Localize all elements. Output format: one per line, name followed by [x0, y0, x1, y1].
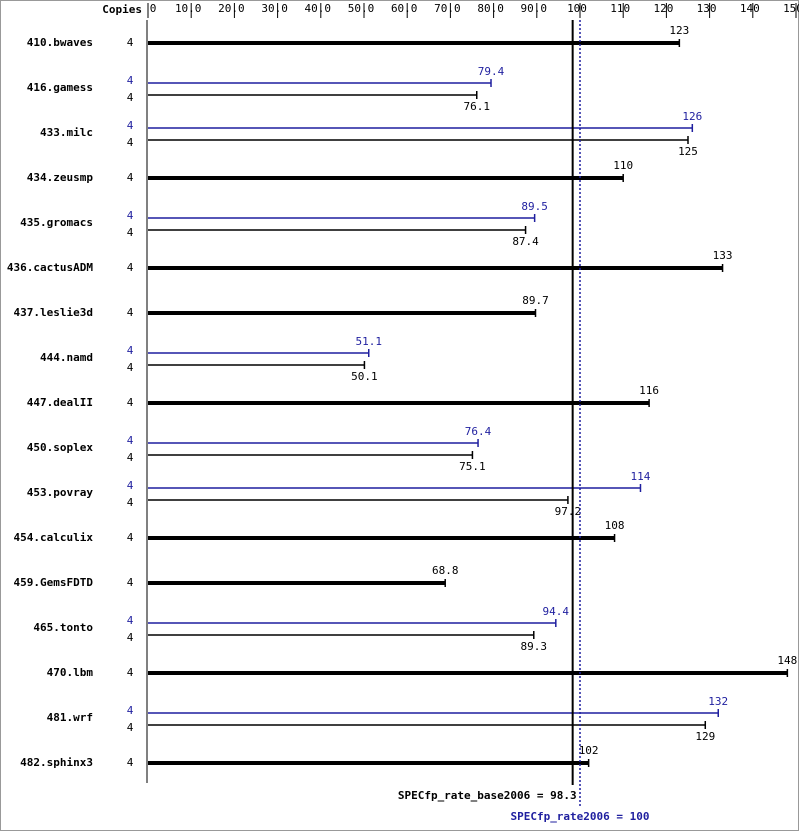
value-label: 148: [777, 654, 797, 667]
copies-label: 4: [127, 91, 134, 104]
value-label: 132: [708, 695, 728, 708]
category-label: 435.gromacs: [20, 216, 93, 229]
value-label: 116: [639, 384, 659, 397]
copies-label: 4: [127, 434, 134, 447]
copies-label: 4: [127, 306, 134, 319]
category-label: 481.wrf: [47, 711, 93, 724]
category-label: 450.soplex: [27, 441, 94, 454]
value-label: 108: [605, 519, 625, 532]
value-label: 125: [678, 145, 698, 158]
copies-label: 4: [127, 631, 134, 644]
category-label: 465.tonto: [33, 621, 93, 634]
x-tick-label: 20.0: [218, 2, 245, 15]
value-label: 97.2: [555, 505, 582, 518]
copies-header: Copies: [102, 3, 142, 16]
copies-label: 4: [127, 721, 134, 734]
copies-label: 4: [127, 119, 134, 132]
copies-label: 4: [127, 171, 134, 184]
copies-label: 4: [127, 531, 134, 544]
x-tick-label: 80.0: [477, 2, 504, 15]
copies-label: 4: [127, 136, 134, 149]
category-label: 470.lbm: [47, 666, 94, 679]
value-label: 89.7: [522, 294, 549, 307]
category-label: 436.cactusADM: [7, 261, 93, 274]
x-tick-label: 140: [740, 2, 760, 15]
x-tick-label: 70.0: [434, 2, 461, 15]
copies-label: 4: [127, 344, 134, 357]
value-label: 76.1: [464, 100, 491, 113]
value-label: 76.4: [465, 425, 492, 438]
value-label: 68.8: [432, 564, 459, 577]
category-label: 482.sphinx3: [20, 756, 93, 769]
copies-label: 4: [127, 666, 134, 679]
copies-label: 4: [127, 396, 134, 409]
x-tick-label: 0: [150, 2, 157, 15]
category-label: 437.leslie3d: [14, 306, 93, 319]
x-tick-label: 30.0: [261, 2, 288, 15]
copies-label: 4: [127, 209, 134, 222]
value-label: 126: [682, 110, 702, 123]
copies-label: 4: [127, 36, 134, 49]
copies-label: 4: [127, 74, 134, 87]
category-label: 434.zeusmp: [27, 171, 94, 184]
copies-label: 4: [127, 361, 134, 374]
copies-label: 4: [127, 576, 134, 589]
x-tick-label: 150: [783, 2, 799, 15]
copies-label: 4: [127, 496, 134, 509]
value-label: 110: [613, 159, 633, 172]
value-label: 114: [631, 470, 651, 483]
copies-label: 4: [127, 261, 134, 274]
x-tick-label: 120: [653, 2, 673, 15]
value-label: 129: [695, 730, 715, 743]
category-label: 444.namd: [40, 351, 93, 364]
x-tick-label: 40.0: [305, 2, 332, 15]
x-tick-label: 90.0: [521, 2, 548, 15]
x-tick-label: 110: [610, 2, 630, 15]
category-label: 416.gamess: [27, 81, 93, 94]
x-tick-label: 100: [567, 2, 587, 15]
value-label: 75.1: [459, 460, 486, 473]
value-label: 50.1: [351, 370, 378, 383]
reference-label: SPECfp_rate2006 = 100: [510, 810, 649, 823]
reference-label: SPECfp_rate_base2006 = 98.3: [398, 789, 577, 802]
x-tick-label: 60.0: [391, 2, 418, 15]
value-label: 51.1: [356, 335, 383, 348]
category-label: 453.povray: [27, 486, 94, 499]
x-tick-label: 10.0: [175, 2, 202, 15]
value-label: 102: [579, 744, 599, 757]
copies-label: 4: [127, 614, 134, 627]
category-label: 447.dealII: [27, 396, 93, 409]
x-tick-label: 50.0: [348, 2, 375, 15]
value-label: 123: [669, 24, 689, 37]
copies-label: 4: [127, 451, 134, 464]
category-label: 410.bwaves: [27, 36, 93, 49]
value-label: 79.4: [478, 65, 505, 78]
value-label: 89.5: [521, 200, 548, 213]
value-label: 94.4: [543, 605, 570, 618]
category-label: 433.milc: [40, 126, 93, 139]
copies-label: 4: [127, 756, 134, 769]
copies-label: 4: [127, 479, 134, 492]
category-label: 459.GemsFDTD: [14, 576, 94, 589]
value-label: 133: [713, 249, 733, 262]
copies-label: 4: [127, 704, 134, 717]
x-tick-label: 130: [697, 2, 717, 15]
value-label: 89.3: [521, 640, 548, 653]
category-label: 454.calculix: [14, 531, 94, 544]
value-label: 87.4: [512, 235, 539, 248]
copies-label: 4: [127, 226, 134, 239]
